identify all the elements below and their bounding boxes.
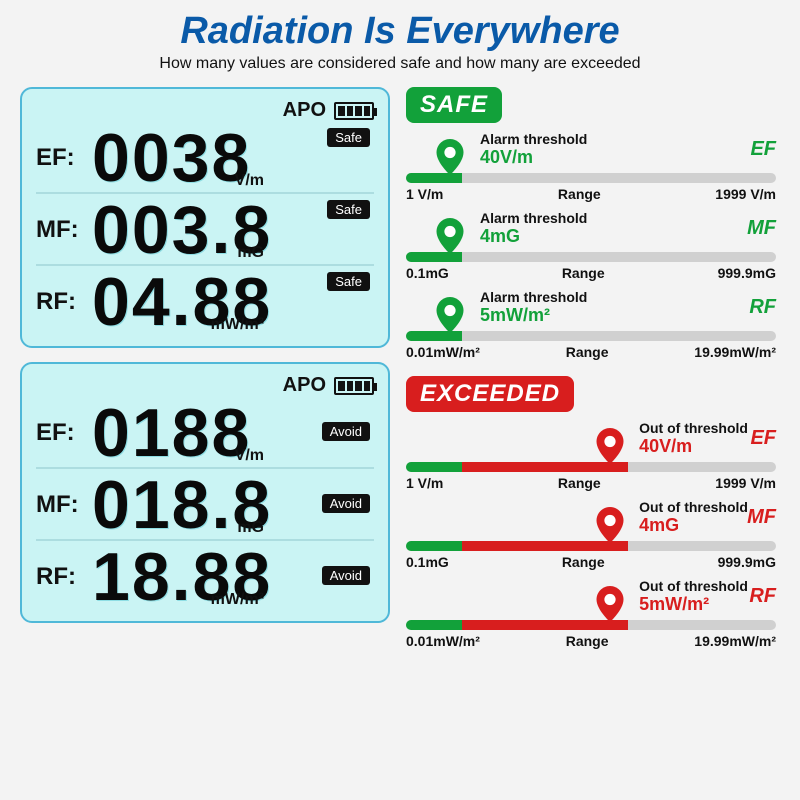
range-bar xyxy=(406,462,776,472)
battery-icon xyxy=(334,102,374,120)
avoid-badge: Avoid xyxy=(322,566,370,585)
threshold-bar-rf: Out of threshold 5mW/m² RF 0.01mW/m² Ran… xyxy=(406,574,776,649)
range-max: 1999 V/m xyxy=(715,186,776,202)
threshold-bar-ef: Out of threshold 40V/m EF 1 V/m Range 19… xyxy=(406,416,776,491)
threshold-value: 5mW/m² xyxy=(480,305,587,326)
range-max: 19.99mW/m² xyxy=(694,633,776,649)
range-bar xyxy=(406,331,776,341)
reading-rf-safe: RF: 04.88 Safe mW/m² xyxy=(36,266,374,336)
lcd-panel-exceeded: APO EF: 0188 Avoid V/m MF: 018.8 Avoid m… xyxy=(20,362,390,623)
range-min: 1 V/m xyxy=(406,186,443,202)
page-subtitle: How many values are considered safe and … xyxy=(0,55,800,73)
range-min: 1 V/m xyxy=(406,475,443,491)
reading-ef-safe: EF: 0038 Safe V/m xyxy=(36,122,374,194)
reading-rf-exceeded: RF: 18.88 Avoid mW/m² xyxy=(36,541,374,611)
range-max: 19.99mW/m² xyxy=(694,344,776,360)
threshold-bar-ef: Alarm threshold 40V/m EF 1 V/m Range 199… xyxy=(406,127,776,202)
apo-label: APO xyxy=(283,374,326,397)
threshold-bar-mf: Out of threshold 4mG MF 0.1mG Range 999.… xyxy=(406,495,776,570)
reading-mf-exceeded: MF: 018.8 Avoid mG xyxy=(36,469,374,541)
reading-unit: mG xyxy=(237,519,264,537)
range-max: 999.9mG xyxy=(718,554,776,570)
reading-code: MF: xyxy=(36,216,88,244)
range-label: Range xyxy=(558,475,601,491)
reading-ef-exceeded: EF: 0188 Avoid V/m xyxy=(36,397,374,469)
avoid-badge: Avoid xyxy=(322,494,370,513)
range-max: 1999 V/m xyxy=(715,475,776,491)
reading-unit: mW/m² xyxy=(211,316,264,334)
reading-code: EF: xyxy=(36,144,88,172)
threshold-label: Out of threshold xyxy=(639,578,748,594)
map-pin-icon xyxy=(436,297,464,333)
metric-code: RF xyxy=(749,296,776,319)
range-min: 0.01mW/m² xyxy=(406,633,480,649)
reading-code: RF: xyxy=(36,563,88,591)
range-min: 0.1mG xyxy=(406,554,449,570)
range-max: 999.9mG xyxy=(718,265,776,281)
threshold-label: Alarm threshold xyxy=(480,210,587,226)
threshold-value: 5mW/m² xyxy=(639,594,748,615)
reading-value: 0188 xyxy=(92,399,251,467)
reading-code: EF: xyxy=(36,419,88,447)
page-title: Radiation Is Everywhere xyxy=(0,10,800,53)
range-label: Range xyxy=(558,186,601,202)
map-pin-icon xyxy=(596,507,624,543)
metric-code: RF xyxy=(749,585,776,608)
threshold-value: 4mG xyxy=(639,515,748,536)
safe-state-badge: SAFE xyxy=(406,87,502,123)
range-min: 0.1mG xyxy=(406,265,449,281)
range-label: Range xyxy=(566,633,609,649)
map-pin-icon xyxy=(436,218,464,254)
metric-code: MF xyxy=(747,506,776,529)
metric-code: EF xyxy=(750,427,776,450)
threshold-label: Out of threshold xyxy=(639,499,748,515)
threshold-value: 40V/m xyxy=(480,147,587,168)
map-pin-icon xyxy=(596,428,624,464)
apo-label: APO xyxy=(283,99,326,122)
threshold-bar-rf: Alarm threshold 5mW/m² RF 0.01mW/m² Rang… xyxy=(406,285,776,360)
reading-unit: mG xyxy=(237,244,264,262)
range-bar xyxy=(406,252,776,262)
range-bar xyxy=(406,541,776,551)
threshold-label: Alarm threshold xyxy=(480,131,587,147)
map-pin-icon xyxy=(596,586,624,622)
lcd-panel-safe: APO EF: 0038 Safe V/m MF: 003.8 Safe mG … xyxy=(20,87,390,348)
reading-code: MF: xyxy=(36,491,88,519)
range-bar xyxy=(406,173,776,183)
reading-unit: mW/m² xyxy=(211,591,264,609)
range-label: Range xyxy=(562,265,605,281)
threshold-label: Out of threshold xyxy=(639,420,748,436)
range-label: Range xyxy=(566,344,609,360)
exceeded-state-badge: EXCEEDED xyxy=(406,376,574,412)
range-min: 0.01mW/m² xyxy=(406,344,480,360)
safe-badge: Safe xyxy=(327,200,370,219)
range-label: Range xyxy=(562,554,605,570)
reading-mf-safe: MF: 003.8 Safe mG xyxy=(36,194,374,266)
threshold-value: 4mG xyxy=(480,226,587,247)
map-pin-icon xyxy=(436,139,464,175)
reading-code: RF: xyxy=(36,288,88,316)
reading-unit: V/m xyxy=(235,172,264,190)
reading-value: 0038 xyxy=(92,124,251,192)
avoid-badge: Avoid xyxy=(322,422,370,441)
range-bar xyxy=(406,620,776,630)
metric-code: EF xyxy=(750,138,776,161)
safe-badge: Safe xyxy=(327,128,370,147)
threshold-bar-mf: Alarm threshold 4mG MF 0.1mG Range 999.9… xyxy=(406,206,776,281)
threshold-value: 40V/m xyxy=(639,436,748,457)
threshold-label: Alarm threshold xyxy=(480,289,587,305)
battery-icon xyxy=(334,377,374,395)
metric-code: MF xyxy=(747,217,776,240)
reading-unit: V/m xyxy=(235,447,264,465)
safe-badge: Safe xyxy=(327,272,370,291)
